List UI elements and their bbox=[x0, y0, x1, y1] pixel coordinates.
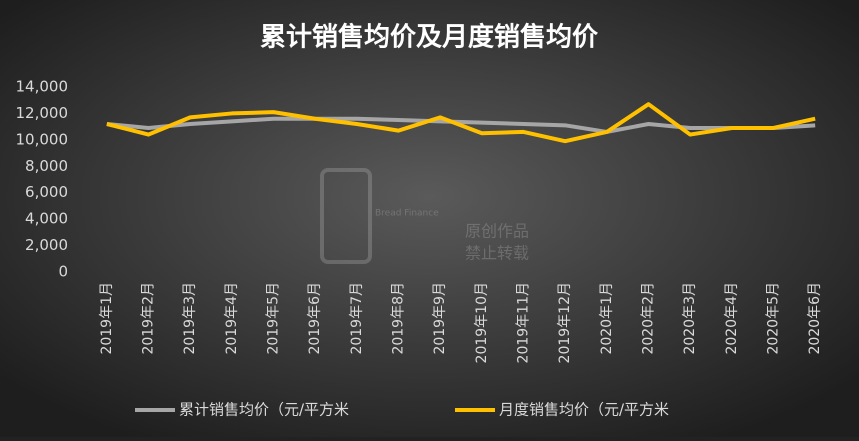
legend-label: 累计销售均价（元/平方米 bbox=[179, 401, 349, 419]
x-tick-label: 2019年6月 bbox=[307, 282, 323, 355]
x-tick-label: 2019年7月 bbox=[349, 282, 365, 355]
chart-title: 累计销售均价及月度销售均价 bbox=[260, 22, 599, 53]
x-tick-label: 2019年10月 bbox=[474, 282, 490, 363]
watermark-text: Bread Finance bbox=[375, 209, 439, 219]
y-tick-label: 6,000 bbox=[25, 183, 68, 201]
x-tick-label: 2019年9月 bbox=[432, 282, 448, 355]
x-tick-label: 2020年4月 bbox=[724, 282, 740, 355]
x-tick-label: 2020年3月 bbox=[682, 282, 698, 355]
y-tick-label: 14,000 bbox=[16, 78, 69, 96]
x-tick-label: 2019年2月 bbox=[141, 282, 157, 355]
series-line bbox=[106, 102, 816, 144]
legend-label: 月度销售均价（元/平方米 bbox=[499, 401, 669, 419]
x-tick-label: 2019年3月 bbox=[182, 282, 198, 355]
x-tick-label: 2019年8月 bbox=[391, 282, 407, 355]
y-tick-label: 4,000 bbox=[25, 210, 68, 228]
x-tick-label: 2020年1月 bbox=[599, 282, 615, 355]
y-tick-label: 0 bbox=[58, 263, 68, 281]
x-tick-label: 2019年11月 bbox=[516, 282, 532, 363]
y-tick-label: 2,000 bbox=[25, 236, 68, 254]
watermark-text: 原创作品 bbox=[465, 222, 529, 241]
x-tick-label: 2020年6月 bbox=[807, 282, 823, 355]
x-tick-label: 2019年4月 bbox=[224, 282, 240, 355]
watermark: Bread Finance 原创作品 禁止转载 bbox=[320, 168, 529, 264]
watermark-logo bbox=[320, 168, 372, 264]
watermark-text: 禁止转载 bbox=[465, 244, 529, 263]
y-tick-label: 12,000 bbox=[16, 104, 69, 122]
x-tick-label: 2020年2月 bbox=[641, 282, 657, 355]
y-tick-label: 8,000 bbox=[25, 157, 68, 175]
x-tick-label: 2019年5月 bbox=[266, 282, 282, 355]
y-tick-label: 10,000 bbox=[16, 130, 69, 148]
series-line bbox=[106, 116, 816, 134]
x-tick-label: 2019年1月 bbox=[99, 282, 115, 355]
x-tick-label: 2020年5月 bbox=[766, 282, 782, 355]
x-tick-label: 2019年12月 bbox=[557, 282, 573, 363]
